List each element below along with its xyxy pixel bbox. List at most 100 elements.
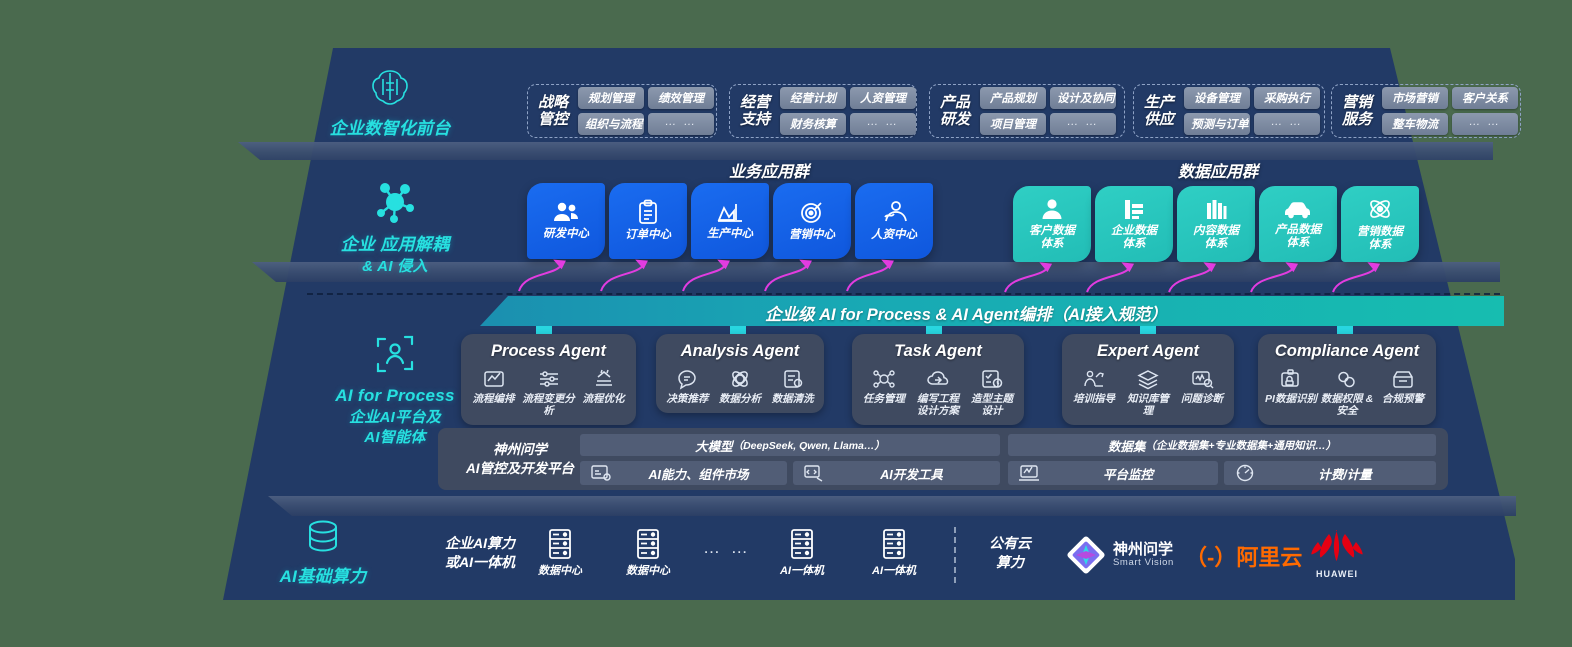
platform-cell-billing[interactable]: 计费/计量 [1224,461,1436,485]
data-card-content[interactable]: 内容数据 体系 [1177,186,1255,262]
chip-more[interactable]: … … [850,113,916,135]
chip[interactable]: 产品规划 [980,87,1046,109]
chip[interactable]: 财务核算 [780,113,846,135]
optimize-icon [595,369,612,386]
data-card-enterprise[interactable]: 企业数据 体系 [1095,186,1173,262]
chip[interactable]: 组织与流程 [578,113,644,135]
agent-item[interactable]: 流程变更分析 [522,368,575,417]
app-card-label: 订单中心 [625,229,671,242]
agent-item-label: 流程编排 [472,393,515,405]
user-avatar-icon [1042,199,1062,219]
data-card-product[interactable]: 产品数据 体系 [1259,186,1337,262]
ai-band-title: 企业级 AI for Process & AI Agent编排（AI接入规范） [765,306,1168,324]
agent-item[interactable]: 合规预警 [1376,368,1430,417]
chip[interactable]: 经营计划 [780,87,846,109]
platform-name: 神州问学 AI管控及开发平台 [466,442,574,476]
agent-card-expert[interactable]: Expert Agent 培训指导 知识库管理 问题诊 [1062,334,1234,426]
agent-card-compliance[interactable]: Compliance Agent PI数据识别 数据权限 & 安全 [1258,334,1436,426]
server-icon [637,529,659,559]
scan-person-icon [376,335,414,373]
chip-more[interactable]: … … [648,113,714,135]
logo-text: （-）阿里云 [1185,545,1303,570]
group-title: 经营 支持 [739,93,770,128]
cloud-gear-icon [927,371,949,385]
group-title: 产品 研发 [939,93,970,128]
agent-item[interactable]: 知识库管理 [1122,368,1174,417]
group-production-supply[interactable]: 生产 供应 设备管理 采购执行 预测与订单 … … [1133,84,1325,138]
group-operations[interactable]: 经营 支持 经营计划 人资管理 财务核算 … … [729,84,917,138]
monitor-icon [1019,465,1039,481]
logo-shenzhou-wenxue[interactable]: 神州问学 Smart Vision [1065,534,1174,576]
chip-more[interactable]: … … [1050,113,1116,135]
platform-cell-label: 计费/计量 [1318,467,1372,482]
agent-item-label: 流程优化 [582,393,625,405]
agent-item[interactable]: 流程优化 [577,368,630,417]
agent-item-label: 任务管理 [863,393,905,405]
chip[interactable]: 预测与订单 [1184,113,1250,135]
platform-cell-dev-tools[interactable]: AI开发工具 [793,461,1000,485]
agent-item-list: PI数据识别 数据权限 & 安全 合规预警 [1264,368,1430,417]
group-marketing-service[interactable]: 营销 服务 市场营销 客户关系 整车物流 … … [1331,84,1521,138]
app-card-rd-center[interactable]: 研发中心 [527,183,605,259]
chip[interactable]: 绩效管理 [648,87,714,109]
factory-icon [717,204,742,223]
app-card-hr-center[interactable]: 人资中心 [855,183,933,259]
agent-item[interactable]: 数据分析 [715,368,766,405]
data-card-marketing[interactable]: 营销数据 体系 [1341,186,1419,262]
agent-item[interactable]: 任务管理 [858,368,910,417]
data-card-label: 内容数据 体系 [1193,224,1239,250]
infra-ai-appliance-1[interactable]: AI一体机 [772,528,832,579]
data-card-customer[interactable]: 客户数据 体系 [1013,186,1091,262]
chip[interactable]: 采购执行 [1254,87,1320,109]
chip[interactable]: 市场营销 [1382,87,1448,109]
public-cloud-label: 公有云 算力 [989,535,1031,570]
model-bar[interactable]: 大模型 （DeepSeek, Qwen, Llama…） [580,434,1000,456]
shenzhou-wenxue-logo-mark [1067,536,1105,574]
app-card-order-center[interactable]: 订单中心 [609,183,687,259]
agent-item[interactable]: 培训指导 [1068,368,1120,417]
agent-item[interactable]: 数据权限 & 安全 [1320,368,1374,417]
agent-item[interactable]: 编写工程设计方案 [912,368,964,417]
app-card-production-center[interactable]: 生产中心 [691,183,769,259]
agent-card-process[interactable]: Process Agent 流程编排 流程变更分析 流程优化 [461,334,636,426]
infra-datacenter-2[interactable]: 数据中心 [618,528,678,579]
agent-item[interactable]: PI数据识别 [1264,368,1318,417]
data-card-label: 客户数据 体系 [1029,224,1075,250]
group-title: 生产 供应 [1143,93,1174,128]
layer-divider-dashed [307,293,1500,295]
logo-huawei[interactable]: HUAWEI [1310,528,1364,579]
dataset-bar[interactable]: 数据集 （企业数据集+专业数据集+通用知识…） [1008,434,1436,456]
logo-en-text: Smart Vision [1113,556,1174,568]
chip[interactable]: 规划管理 [578,87,644,109]
users-icon [554,203,578,222]
agent-title: Compliance Agent [1274,342,1420,360]
infra-ai-appliance-2[interactable]: AI一体机 [864,528,924,579]
chip-more[interactable]: … … [1452,113,1518,135]
platform-cell-ai-market[interactable]: AI能力、组件市场 [580,461,787,485]
logo-aliyun[interactable]: （-）阿里云 [1185,540,1302,572]
chip[interactable]: 项目管理 [980,113,1046,135]
agent-item[interactable]: 流程编排 [467,368,520,417]
chip[interactable]: 人资管理 [850,87,916,109]
agent-card-task[interactable]: Task Agent 任务管理 编写工程设计方案 造型 [852,334,1024,426]
agent-item[interactable]: 数据清洗 [767,368,818,405]
agent-item[interactable]: 决策推荐 [662,368,713,405]
agent-card-analysis[interactable]: Analysis Agent 决策推荐 数据分析 数据 [656,334,824,414]
group-strategy[interactable]: 战略 管控 规划管理 绩效管理 组织与流程 … … [527,84,717,138]
platform-cell-monitoring[interactable]: 平台监控 [1008,461,1218,485]
infra-datacenter-1[interactable]: 数据中心 [530,528,590,579]
app-card-marketing-center[interactable]: 营销中心 [773,183,851,259]
agent-item[interactable]: 问题诊断 [1176,368,1228,417]
group-product-rd[interactable]: 产品 研发 产品规划 设计及协同 项目管理 … … [929,84,1125,138]
chip[interactable]: 设计及协同 [1050,87,1116,109]
chip-more[interactable]: … … [1254,113,1320,135]
agent-item-label: 编写工程设计方案 [917,393,959,418]
decision-icon [678,370,697,390]
chip[interactable]: 客户关系 [1452,87,1518,109]
chip[interactable]: 整车物流 [1382,113,1448,135]
infra-divider [954,527,956,583]
chip[interactable]: 设备管理 [1184,87,1250,109]
data-card-label: 企业数据 体系 [1111,224,1157,250]
agent-item[interactable]: 造型主题设计 [966,368,1018,417]
